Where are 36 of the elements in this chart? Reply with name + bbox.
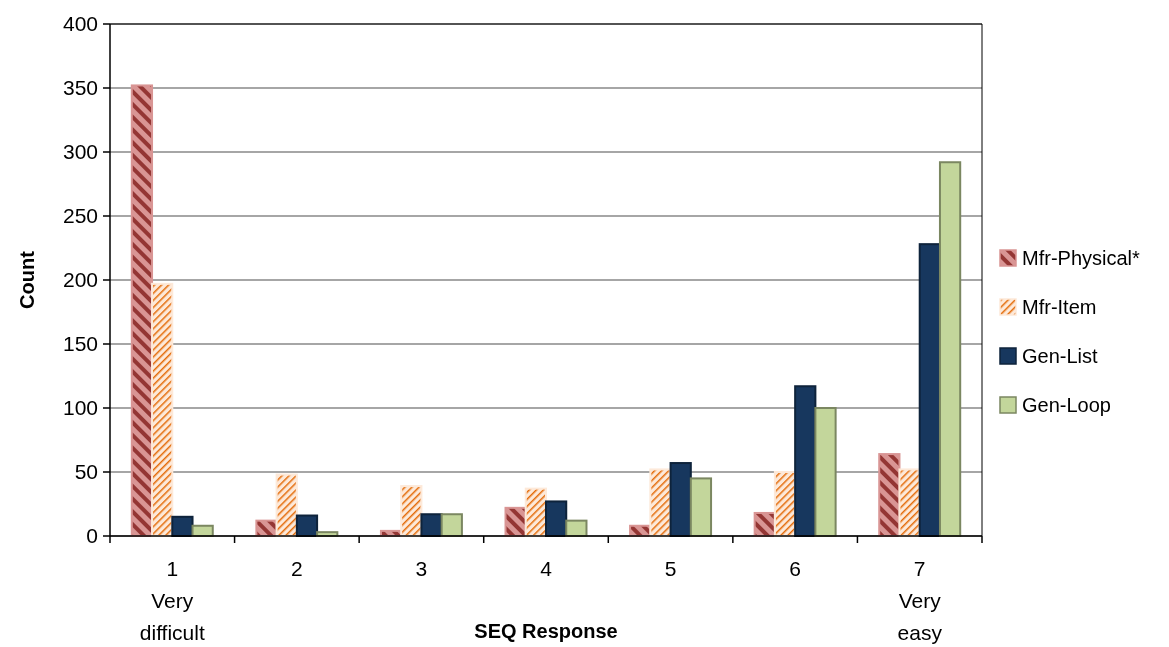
x-tick-label: 7 Very easy bbox=[897, 557, 943, 644]
bar bbox=[130, 84, 154, 537]
y-tick-label: 250 bbox=[62, 204, 98, 228]
y-tick-label: 300 bbox=[62, 140, 98, 164]
bar bbox=[878, 453, 901, 537]
legend-label: Mfr-Physical* bbox=[1022, 247, 1141, 269]
y-axis-title: Count bbox=[16, 250, 38, 309]
bar bbox=[938, 161, 962, 537]
bar bbox=[400, 485, 423, 537]
bar bbox=[689, 477, 713, 537]
x-tick-label: 3 bbox=[415, 557, 428, 580]
y-tick-label: 350 bbox=[62, 76, 98, 100]
bar bbox=[440, 513, 463, 537]
bar bbox=[669, 462, 692, 537]
x-tick-label: 5 bbox=[664, 557, 677, 580]
x-tick-label: 4 bbox=[540, 557, 553, 580]
legend-label: Gen-List bbox=[1022, 345, 1099, 367]
y-tick-label: 100 bbox=[62, 396, 98, 420]
bar bbox=[151, 282, 174, 537]
x-tick-label: 1 Very difficult bbox=[139, 557, 205, 644]
y-tick-label: 200 bbox=[62, 268, 98, 292]
x-axis-title: SEQ Response bbox=[474, 620, 618, 642]
legend-label: Mfr-Item bbox=[1022, 296, 1097, 318]
bar bbox=[649, 468, 672, 537]
y-tick-label: 150 bbox=[62, 332, 98, 356]
y-tick-label: 50 bbox=[74, 460, 98, 484]
y-tick-label: 400 bbox=[62, 12, 98, 36]
legend-label: Gen-Loop bbox=[1022, 394, 1111, 416]
bar bbox=[275, 473, 298, 537]
bar bbox=[898, 468, 921, 537]
x-tick-label: 6 bbox=[789, 557, 801, 580]
bar bbox=[794, 385, 817, 537]
x-tick-label: 2 bbox=[291, 557, 303, 580]
bar bbox=[814, 407, 837, 537]
bar bbox=[545, 500, 568, 537]
y-tick-label: 0 bbox=[86, 524, 98, 548]
